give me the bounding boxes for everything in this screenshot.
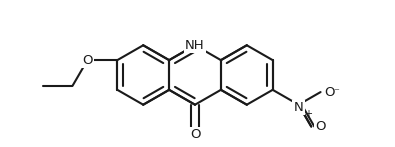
Text: O: O [325,86,335,99]
Text: O: O [315,120,326,133]
Text: +: + [303,109,312,119]
Text: N: N [294,101,303,114]
Text: O: O [82,54,93,67]
Text: ⁻: ⁻ [333,87,339,97]
Text: O: O [190,128,200,141]
Text: NH: NH [185,39,205,52]
